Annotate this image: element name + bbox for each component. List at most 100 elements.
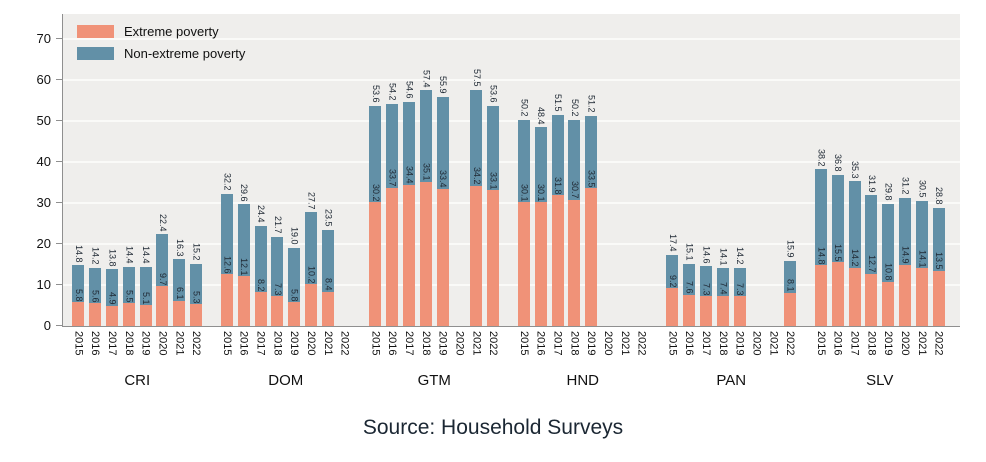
extreme-value-label: 4.9: [107, 292, 118, 305]
y-tick-mark: [56, 242, 62, 244]
stacked-bar: [173, 259, 186, 326]
extreme-segment: [517, 202, 530, 326]
extreme-value-label: 7.3: [701, 282, 712, 296]
nonextreme-swatch: [77, 47, 114, 60]
bar-slot: 14.2 7.3 2019: [731, 14, 748, 355]
gridline: [63, 37, 960, 40]
extreme-swatch: [77, 25, 114, 38]
bar-slot: 29.8 10.8 2019: [880, 14, 897, 355]
y-tick-mark: [56, 201, 62, 203]
bar-slot: 31.9 12.7 2018: [863, 14, 880, 355]
extreme-value-label: 14.1: [917, 249, 928, 268]
bar-groups: 14.8 5.8 2015 14.2 5.6 2016 13.8 4.9 2017 14.4 5.5…: [63, 14, 960, 389]
total-value-label: 31.9: [866, 174, 877, 193]
year-label: 2016: [237, 331, 250, 356]
year-label: 2017: [551, 331, 564, 356]
total-value-label: 55.9: [438, 76, 449, 94]
bar-slot: 13.8 4.9 2017: [104, 14, 121, 355]
nonextreme-segment: [487, 105, 500, 191]
year-label: 2017: [106, 331, 119, 356]
nonextreme-segment: [784, 260, 797, 293]
bar-slot: 53.6 33.1 2022: [485, 14, 502, 355]
extreme-segment: [733, 296, 746, 326]
nonextreme-segment: [122, 266, 135, 304]
year-label: 2018: [865, 331, 878, 356]
extreme-value-label: 7.4: [718, 282, 729, 295]
total-value-label: 54.2: [387, 82, 398, 101]
year-label: 2016: [89, 331, 102, 356]
country-label: HND: [566, 372, 600, 389]
total-value-label: 15.1: [684, 243, 695, 262]
total-value-label: 14.4: [141, 246, 152, 264]
bar-group: 53.6 30.2 2015 54.2 33.7 2016 54.6 34.4 2017 57.4…: [367, 14, 502, 389]
stacked-bar: [865, 195, 878, 326]
year-label: 2020: [898, 331, 911, 356]
total-value-label: 22.4: [157, 213, 168, 232]
y-tick-label: 20: [36, 235, 51, 251]
extreme-segment: [403, 184, 416, 326]
extreme-segment: [72, 302, 85, 326]
stacked-bar: [304, 212, 317, 326]
total-value-label: 57.5: [471, 69, 482, 87]
year-label: 2015: [369, 331, 382, 356]
source-caption: Source: Household Surveys: [362, 416, 624, 439]
bar-group: 14.8 5.8 2015 14.2 5.6 2016 13.8 4.9 2017 14.4 5.5…: [70, 14, 205, 389]
extreme-segment: [848, 267, 861, 326]
nonextreme-segment: [72, 265, 85, 303]
stacked-bar: [784, 260, 797, 326]
extreme-value-label: 5.8: [289, 288, 300, 302]
total-value-label: 27.7: [306, 191, 317, 210]
nonextreme-segment: [517, 119, 530, 203]
bar-slot: 53.6 30.2 2015: [367, 14, 384, 355]
extreme-segment: [568, 199, 581, 326]
extreme-value-label: 30.1: [519, 183, 530, 202]
stacked-bar: [915, 200, 928, 326]
extreme-segment: [784, 292, 797, 326]
extreme-segment: [436, 188, 449, 326]
extreme-segment: [89, 303, 102, 326]
nonextreme-segment: [898, 197, 911, 265]
stacked-bar: [585, 115, 598, 326]
extreme-segment: [288, 302, 301, 326]
bar-slot: 24.4 8.2 2017: [252, 14, 269, 355]
nonextreme-segment: [369, 105, 382, 203]
bar-slot: 2020: [451, 14, 468, 355]
legend: Extreme poverty Non-extreme poverty: [77, 24, 245, 68]
extreme-value-label: 30.1: [536, 183, 547, 202]
stacked-bar: [271, 236, 284, 326]
stacked-bar: [517, 119, 530, 326]
year-label: 2019: [882, 331, 895, 356]
nonextreme-segment: [585, 115, 598, 189]
bar-slot: 31.2 14.9 2020: [897, 14, 914, 355]
year-label: 2015: [666, 331, 679, 356]
y-tick-label: 60: [36, 71, 51, 87]
total-value-label: 30.5: [917, 180, 928, 198]
stacked-bar: [733, 267, 746, 326]
year-label: 2021: [321, 331, 334, 356]
year-label: 2022: [338, 331, 351, 356]
nonextreme-segment: [470, 89, 483, 186]
year-label: 2016: [831, 331, 844, 356]
year-label: 2017: [254, 331, 267, 356]
year-label: 2018: [419, 331, 432, 356]
country-label: SLV: [866, 372, 894, 389]
extreme-value-label: 8.2: [256, 278, 267, 292]
stacked-bar: [122, 266, 135, 326]
y-tick-mark: [56, 160, 62, 162]
extreme-value-label: 33.1: [488, 171, 499, 190]
y-tick-mark: [56, 78, 62, 80]
y-tick-mark: [56, 119, 62, 121]
total-value-label: 53.6: [370, 85, 381, 103]
extreme-value-label: 30.7: [569, 181, 580, 199]
nonextreme-segment: [237, 204, 250, 277]
nonextreme-segment: [403, 101, 416, 185]
stacked-bar: [89, 267, 102, 326]
bar-slot: 16.3 6.1 2021: [171, 14, 188, 355]
nonextreme-segment: [220, 193, 233, 275]
extreme-value-label: 13.5: [934, 252, 945, 270]
legend-row: Non-extreme poverty: [77, 46, 245, 61]
y-tick-label: 0: [43, 318, 51, 333]
extreme-segment: [369, 202, 382, 326]
gridline: [63, 78, 960, 81]
year-label: 2015: [517, 331, 530, 356]
